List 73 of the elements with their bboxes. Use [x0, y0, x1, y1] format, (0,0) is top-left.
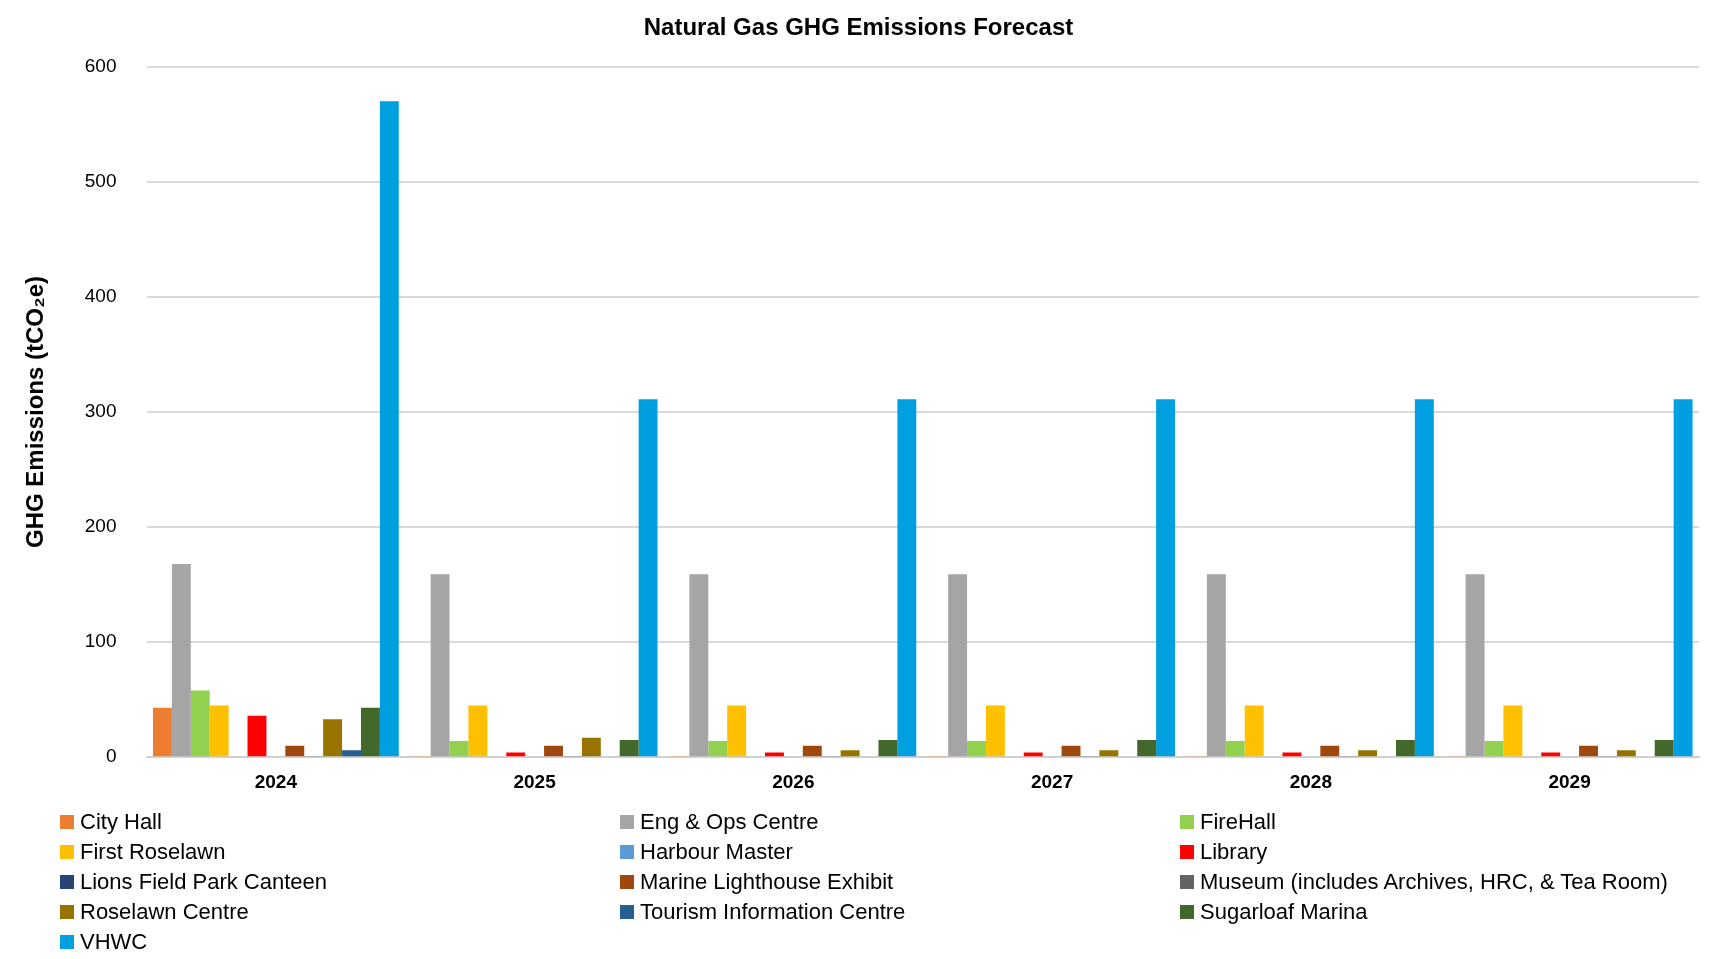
legend-label: VHWC — [80, 929, 148, 955]
legend-label: Lions Field Park Canteen — [80, 869, 328, 895]
bar — [1156, 399, 1176, 757]
y-tick-label: 0 — [105, 745, 117, 767]
x-tick-label: 2028 — [1289, 770, 1333, 792]
bar — [1358, 750, 1378, 757]
bar — [689, 574, 709, 757]
y-tick-label: 600 — [84, 55, 117, 77]
x-tick-label: 2027 — [1030, 770, 1074, 792]
bar — [190, 690, 210, 757]
bar — [985, 705, 1005, 757]
y-tick-label: 300 — [84, 400, 117, 422]
bar — [1484, 741, 1504, 757]
bar — [285, 745, 305, 757]
bar — [727, 705, 747, 757]
x-tick-label: 2029 — [1548, 770, 1591, 792]
bar — [1465, 574, 1485, 757]
bar — [1414, 399, 1434, 757]
x-tick-label: 2024 — [254, 770, 298, 792]
bar — [1225, 741, 1245, 757]
bar — [342, 750, 361, 757]
y-axis-title: GHG Emissions (tCO₂e) — [21, 275, 49, 549]
legend-label: Library — [1200, 839, 1268, 865]
bar — [581, 737, 601, 757]
y-tick-label: 100 — [84, 630, 117, 652]
legend-label: City Hall — [80, 809, 162, 835]
bar — [878, 739, 898, 757]
legend-label: Sugarloaf Marina — [1200, 899, 1368, 925]
x-tick-label: 2025 — [513, 770, 557, 792]
x-tick-label: 2026 — [772, 770, 815, 792]
bar — [468, 705, 488, 757]
bar — [171, 563, 191, 757]
bar — [967, 741, 986, 757]
legend-label: Tourism Information Centre — [640, 899, 906, 925]
bar — [1099, 750, 1119, 757]
bar — [1137, 739, 1157, 757]
legend-label: Eng & Ops Centre — [640, 809, 819, 835]
bar — [1503, 705, 1523, 757]
bar — [247, 715, 267, 757]
bar — [379, 101, 399, 757]
bar — [1673, 399, 1693, 757]
legend-label: Roselawn Centre — [80, 899, 249, 925]
legend-label: Marine Lighthouse Exhibit — [640, 869, 894, 895]
bar — [840, 750, 860, 757]
bar — [1206, 574, 1226, 757]
bar — [948, 574, 968, 757]
bar — [449, 741, 469, 757]
bar — [619, 739, 639, 757]
bar — [430, 574, 450, 757]
bar — [360, 707, 380, 757]
chart-title: Natural Gas GHG Emissions Forecast — [643, 13, 1074, 41]
legend-label: FireHall — [1200, 809, 1276, 835]
bar — [152, 707, 172, 757]
y-tick-label: 500 — [84, 170, 117, 192]
bar — [1395, 739, 1415, 757]
bar — [1061, 745, 1081, 757]
bar — [544, 745, 563, 757]
bar — [897, 399, 917, 757]
y-tick-label: 200 — [84, 515, 117, 537]
bar — [708, 741, 728, 757]
bar — [802, 745, 822, 757]
bar — [1654, 739, 1674, 757]
bar — [1244, 705, 1264, 757]
legend-label: Museum (includes Archives, HRC, & Tea Room) — [1200, 869, 1668, 895]
legend-label: Harbour Master — [640, 839, 793, 865]
legend-label: First Roselawn — [80, 839, 226, 865]
bar — [1616, 750, 1636, 757]
y-tick-label: 400 — [84, 285, 117, 307]
bar — [323, 719, 343, 757]
bar — [1579, 745, 1598, 757]
bar — [638, 399, 658, 757]
bar — [1320, 745, 1340, 757]
bar — [209, 705, 229, 757]
